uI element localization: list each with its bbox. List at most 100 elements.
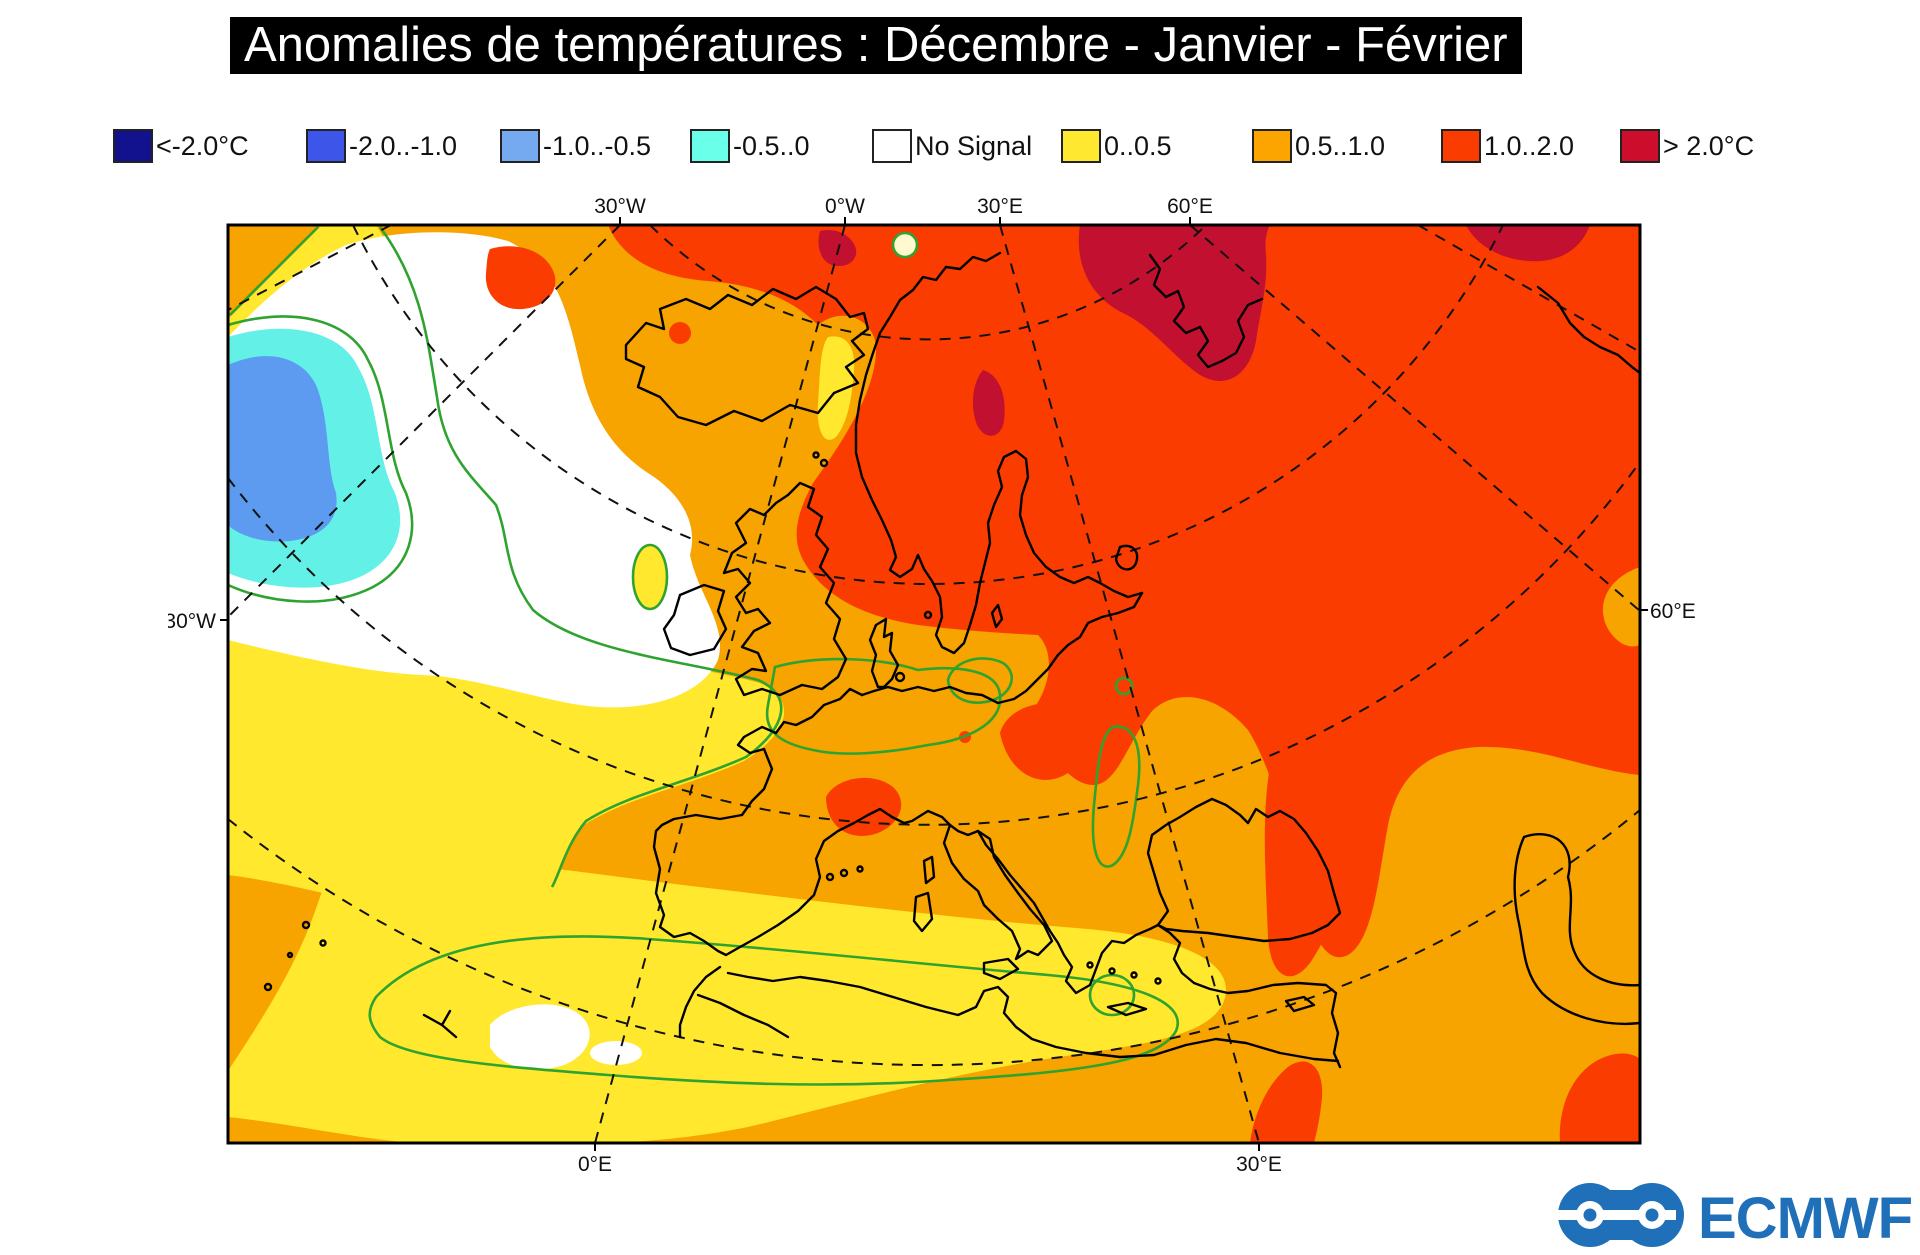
region-red-west-iceland xyxy=(485,246,556,310)
ecmwf-logo: ECMWF xyxy=(1542,1180,1920,1251)
graticule xyxy=(228,225,1640,1143)
coast-caspian xyxy=(1513,833,1640,1025)
region-orange-wedge-east xyxy=(1602,567,1640,647)
region-blue-core xyxy=(228,356,337,542)
legend-label: -2.0..-1.0 xyxy=(349,130,458,161)
contour-tiny-ring xyxy=(1114,676,1134,696)
legend-swatch xyxy=(1252,129,1292,163)
coast-aegean-isle-1 xyxy=(1086,961,1094,969)
region-red-iceland-dot xyxy=(669,322,691,344)
coast-danish-isle xyxy=(894,671,906,683)
legend-swatch xyxy=(690,129,730,163)
legend-swatch xyxy=(1441,129,1481,163)
coast-corsica xyxy=(922,855,936,885)
map-border xyxy=(226,223,1642,1145)
legend-entry: 1.0..2.0 xyxy=(1441,127,1574,165)
coast-aegean-isle-3 xyxy=(1130,971,1138,979)
page-title: Anomalies de températures : Décembre - J… xyxy=(230,17,1522,74)
meridian-30w xyxy=(228,225,621,618)
coast-north-africa xyxy=(726,971,1340,1063)
coast-morocco-atlantic xyxy=(678,965,722,1039)
contour-west-scotland xyxy=(631,543,669,611)
region-red-northeast xyxy=(608,225,1640,958)
green-contours xyxy=(228,226,1179,1086)
meridian-90e xyxy=(1417,225,1640,353)
coast-atlantic-isle-2 xyxy=(319,939,327,947)
contour-africa-loop xyxy=(368,935,1179,1086)
graticule-label: 30°E xyxy=(1236,1153,1282,1176)
coast-denmark xyxy=(868,617,900,689)
legend-swatch xyxy=(500,129,540,163)
graticule-labels: 30°W 0°W 30°E 60°E 0°E 30°E 30°W 60°E xyxy=(164,195,1696,1176)
graticule-label: 30°W xyxy=(168,610,216,633)
legend-label: -1.0..-0.5 xyxy=(543,130,652,161)
anomaly-regions xyxy=(228,225,1640,1143)
legend-swatch xyxy=(1620,129,1660,163)
region-darkred-barents xyxy=(1078,225,1270,381)
region-red-bottom-tongue xyxy=(1250,1061,1323,1143)
region-red-bottom-corner xyxy=(1559,1053,1640,1143)
region-red-east-blacksea xyxy=(1264,697,1360,977)
contour-east-europe xyxy=(946,657,1013,704)
legend-entry: -0.5..0 xyxy=(690,127,810,165)
coast-cyprus xyxy=(1284,995,1316,1013)
contour-ring-ne-iceland xyxy=(891,231,919,259)
region-white-africa-1 xyxy=(490,1004,590,1070)
graticule-label: 60°E xyxy=(1650,600,1696,623)
coast-aegean-isle-2 xyxy=(1108,967,1116,975)
graticule-label: 30°E xyxy=(977,195,1023,218)
contour-balkans xyxy=(1091,725,1141,868)
legend-entry: -1.0..-0.5 xyxy=(500,127,651,165)
coast-balearic-1 xyxy=(825,872,835,882)
region-white-africa-2 xyxy=(590,1041,642,1065)
coast-ireland xyxy=(662,583,728,657)
contour-corner xyxy=(229,226,319,316)
meridian-60w xyxy=(228,225,392,311)
coast-atlantic-isle-3 xyxy=(286,951,294,959)
legend-swatch xyxy=(872,129,912,163)
coast-italy-top xyxy=(948,823,980,837)
legend-entry: 0.5..1.0 xyxy=(1252,127,1385,165)
region-darkred-topright xyxy=(1466,225,1590,262)
anomaly-map: 30°W 0°W 30°E 60°E 0°E 30°E 30°W 60°E xyxy=(164,195,1696,1176)
coast-great-britain xyxy=(722,481,848,697)
region-yellow-ne-iceland xyxy=(817,336,855,440)
coastlines xyxy=(263,251,1640,1069)
legend-label: <-2.0°C xyxy=(156,130,249,161)
legend-swatch xyxy=(306,129,346,163)
coast-balearic-2 xyxy=(839,868,849,878)
coast-swedish-lake xyxy=(923,610,933,620)
coast-sardinia xyxy=(912,891,934,933)
coast-atlantic-isle-1 xyxy=(301,920,311,930)
legend-swatch xyxy=(113,129,153,163)
coast-balearic-3 xyxy=(856,865,864,873)
ecmwf-logo-icon: ECMWF xyxy=(1552,1183,1913,1251)
region-pale-ring-center xyxy=(893,233,917,257)
coast-sicily xyxy=(982,957,1020,981)
ecmwf-mark-icon xyxy=(1552,1183,1684,1247)
coast-atlas-lines xyxy=(422,993,790,1039)
graticule-label: 0°E xyxy=(578,1153,612,1176)
coast-kanin xyxy=(1220,297,1264,363)
graticule-label: 0°W xyxy=(825,195,865,218)
legend-entry: -2.0..-1.0 xyxy=(306,127,457,165)
coast-ladoga xyxy=(1114,544,1139,571)
legend-label: > 2.0°C xyxy=(1663,130,1755,161)
coast-aegean-isle-4 xyxy=(1154,977,1162,985)
region-white-northatlantic xyxy=(228,232,721,708)
parallel-4 xyxy=(228,809,1640,1067)
graticule-label: 30°W xyxy=(594,195,646,218)
coast-baltic-south xyxy=(860,591,1144,705)
contour-around-cyan xyxy=(228,315,414,603)
legend-label: 0.5..1.0 xyxy=(1295,130,1386,161)
region-darkred-norwegian-sea xyxy=(818,229,857,267)
ecmwf-logo-text: ECMWF xyxy=(1698,1186,1912,1250)
coast-shetland-2 xyxy=(812,451,820,459)
map-container: 30°W 0°W 30°E 60°E 0°E 30°E 30°W 60°E xyxy=(164,180,1700,1190)
parallel-3 xyxy=(228,461,1640,826)
legend-label: -0.5..0 xyxy=(733,130,810,161)
contour-west-boundary xyxy=(378,226,783,888)
coast-crete xyxy=(1106,1001,1148,1017)
parallel-2 xyxy=(352,225,1504,585)
